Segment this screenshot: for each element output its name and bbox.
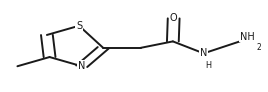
Text: S: S — [76, 21, 82, 31]
Text: N: N — [78, 61, 85, 71]
Text: 2: 2 — [256, 43, 261, 52]
Text: N: N — [200, 48, 207, 58]
Text: NH: NH — [240, 32, 255, 42]
Text: H: H — [205, 61, 211, 70]
Text: O: O — [170, 13, 177, 23]
